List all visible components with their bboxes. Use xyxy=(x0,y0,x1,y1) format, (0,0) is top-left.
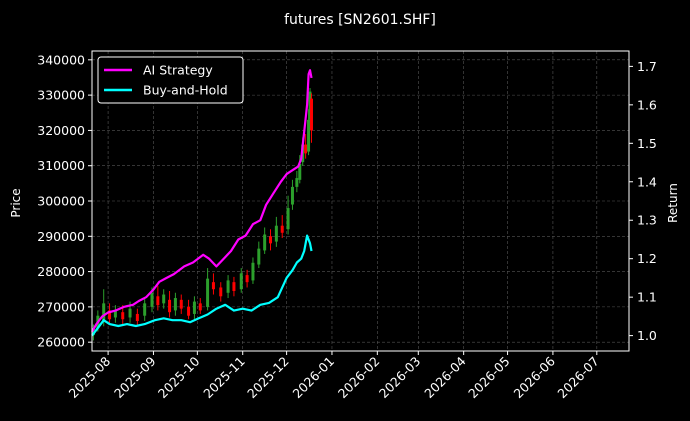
x-tick-label: 2025-11 xyxy=(200,354,248,402)
candle-body xyxy=(219,287,223,297)
x-tick-label: 2025-10 xyxy=(155,353,203,401)
y-tick-label: 330000 xyxy=(37,88,85,103)
series-lines xyxy=(91,69,313,337)
candle-body xyxy=(245,275,249,283)
y-axis-label: Price xyxy=(9,188,23,217)
x-tick-label: 2026-04 xyxy=(421,353,469,401)
y2-tick-label: 1.7 xyxy=(637,59,657,74)
y-tick-label: 320000 xyxy=(37,123,85,138)
x-axis: 2025-082025-092025-102025-112025-122026-… xyxy=(66,351,602,401)
candle-body xyxy=(150,292,154,307)
candle-body xyxy=(135,313,139,321)
candle-body xyxy=(307,119,311,152)
y-tick-label: 270000 xyxy=(37,299,85,314)
x-tick-label: 2026-02 xyxy=(335,354,383,402)
candle-body xyxy=(198,303,202,311)
y-tick-label: 260000 xyxy=(37,335,85,350)
y2-axis-label: Return xyxy=(666,183,680,223)
candle-body xyxy=(91,328,95,336)
candle-body xyxy=(304,144,308,154)
candle-body xyxy=(226,280,230,293)
y2-tick-label: 1.6 xyxy=(637,97,657,112)
series-line-buy-and-hold xyxy=(91,234,313,337)
candle-body xyxy=(295,178,299,187)
candle-body xyxy=(269,236,273,244)
legend-label-buy-and-hold: Buy-and-Hold xyxy=(143,83,228,98)
x-tick-label: 2026-06 xyxy=(510,353,558,401)
candle-body xyxy=(102,303,106,321)
y2-tick-label: 1.2 xyxy=(637,251,657,266)
y-tick-label: 290000 xyxy=(37,229,85,244)
x-tick-label: 2026-07 xyxy=(554,354,602,402)
y2-tick-label: 1.3 xyxy=(637,213,657,228)
candle-body xyxy=(162,294,166,304)
candle-body xyxy=(280,225,284,233)
legend: AI Strategy Buy-and-Hold xyxy=(97,56,244,104)
y2-tick-label: 1.1 xyxy=(637,290,657,305)
candle-body xyxy=(168,299,172,313)
candle-body xyxy=(290,186,294,205)
y-tick-label: 300000 xyxy=(37,194,85,209)
y2-tick-label: 1.4 xyxy=(637,174,657,189)
chart-title: futures [SN2601.SHF] xyxy=(284,12,436,28)
candle-body xyxy=(298,163,302,180)
x-tick-label: 2025-12 xyxy=(244,354,292,402)
candle-body xyxy=(206,278,210,307)
candle-body xyxy=(263,234,267,251)
candlesticks xyxy=(91,88,313,341)
candle-body xyxy=(251,262,255,281)
candle-body xyxy=(257,248,261,265)
candle-body xyxy=(232,282,236,291)
legend-label-ai-strategy: AI Strategy xyxy=(143,63,213,78)
candle-body xyxy=(156,296,160,306)
x-tick-label: 2025-09 xyxy=(111,353,159,401)
y-tick-label: 310000 xyxy=(37,158,85,173)
y-left-axis: 260000 270000 280000 290000 300000 310000 3200… xyxy=(37,52,92,350)
y-tick-label: 340000 xyxy=(37,52,85,67)
x-tick-label: 2026-01 xyxy=(290,354,338,402)
candle-body xyxy=(121,312,125,320)
candle-body xyxy=(113,310,117,318)
y2-tick-label: 1.0 xyxy=(637,328,657,343)
candle-body xyxy=(187,306,191,316)
legend-box xyxy=(97,56,244,104)
candle-body xyxy=(108,310,112,320)
y-right-axis: 1.0 1.1 1.2 1.3 1.4 1.5 1.6 1.7 xyxy=(629,59,657,343)
candle-body xyxy=(274,225,278,242)
candle-body xyxy=(179,299,183,309)
y-tick-label: 280000 xyxy=(37,264,85,279)
x-tick-label: 2026-05 xyxy=(465,354,513,402)
candle-body xyxy=(143,303,147,316)
candle-body xyxy=(286,208,290,230)
candle-body xyxy=(239,273,243,290)
candle-body xyxy=(211,282,215,290)
x-tick-label: 2025-08 xyxy=(66,353,114,401)
candle-body xyxy=(192,301,196,314)
candle-body xyxy=(128,308,132,318)
y2-tick-label: 1.5 xyxy=(637,136,657,151)
x-tick-label: 2026-03 xyxy=(376,354,424,402)
candle-body xyxy=(309,98,313,131)
candle-body xyxy=(173,298,177,311)
series-line-ai-strategy xyxy=(91,69,313,333)
